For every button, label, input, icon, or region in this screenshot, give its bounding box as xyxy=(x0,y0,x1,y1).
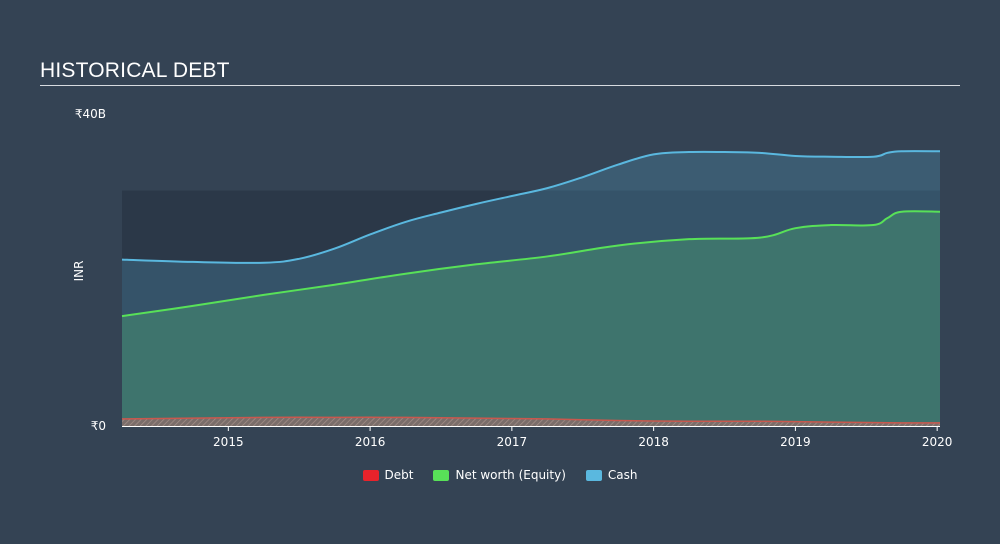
equity-area xyxy=(122,211,940,426)
cash-line xyxy=(121,150,941,264)
legend-item-equity[interactable]: Net worth (Equity) xyxy=(433,468,566,482)
legend-label-equity: Net worth (Equity) xyxy=(455,468,566,482)
y-axis-label: INR xyxy=(72,261,86,282)
chart-legend: Debt Net worth (Equity) Cash xyxy=(0,468,1000,482)
debt-line xyxy=(121,416,941,424)
debt-area xyxy=(122,417,940,426)
chart-title: HISTORICAL DEBT xyxy=(40,59,230,82)
legend-swatch-cash xyxy=(585,469,602,481)
legend-item-debt[interactable]: Debt xyxy=(362,468,414,482)
legend-label-debt: Debt xyxy=(384,468,414,482)
x-tick-label: 2016 xyxy=(355,435,386,449)
legend-item-cash[interactable]: Cash xyxy=(585,468,638,482)
legend-swatch-equity xyxy=(433,469,450,481)
x-tick-label: 2019 xyxy=(780,435,811,449)
y-tick-label: ₹0 xyxy=(91,419,106,433)
x-tick-label: 2018 xyxy=(638,435,669,449)
x-tick-label: 2020 xyxy=(922,435,953,449)
legend-swatch-debt xyxy=(362,469,379,481)
x-tick-label: 2017 xyxy=(497,435,528,449)
y-tick-label: ₹40B xyxy=(75,107,106,121)
legend-label-cash: Cash xyxy=(607,468,638,482)
equity-line xyxy=(121,210,941,318)
x-tick-label: 2015 xyxy=(213,435,244,449)
title-divider xyxy=(40,85,960,86)
